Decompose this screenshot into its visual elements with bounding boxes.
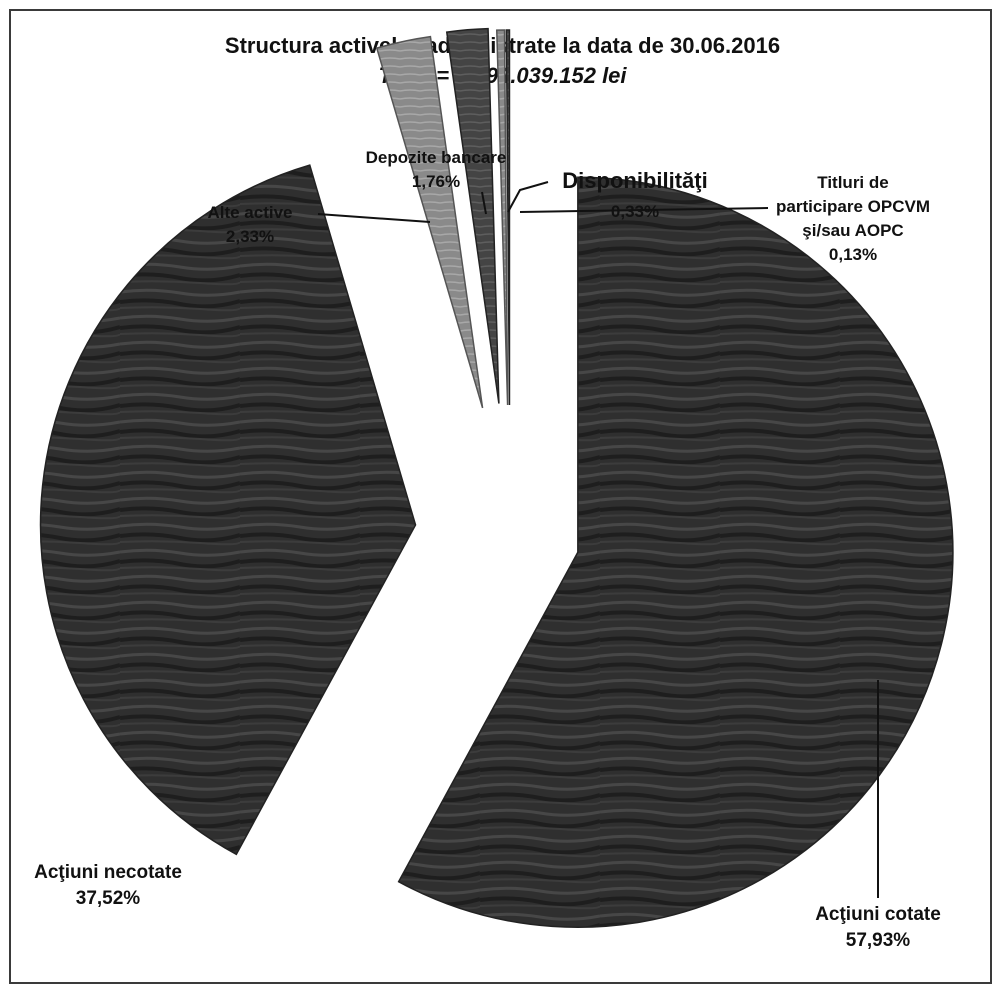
pie-slice-2 — [39, 164, 417, 856]
slice-value-1: 57,93% — [846, 930, 911, 951]
leader-lines — [317, 181, 879, 898]
slice-labels: Acţiuni cotate 57,93% Acţiuni necotate 37,5… — [34, 148, 941, 951]
slice-value-2: 37,52% — [76, 888, 141, 909]
slice-label-5: Disponibilităţi — [562, 168, 707, 193]
slice-label-2: Acţiuni necotate — [34, 862, 182, 883]
slice-value-4: 1,76% — [412, 172, 460, 191]
slice-label-4: Depozite bancare — [366, 148, 507, 167]
leader-line-4 — [507, 181, 549, 213]
slice-label-6-line-3: şi/sau AOPC — [802, 221, 903, 240]
pie-slice-1 — [397, 176, 954, 928]
pie-slices — [39, 27, 954, 928]
slice-value-3: 2,33% — [226, 227, 274, 246]
pie-slice-4 — [445, 27, 500, 404]
slice-label-3: Alte active — [207, 203, 292, 222]
leader-line-3 — [481, 191, 487, 215]
slice-label-6-line-1: Titluri de — [817, 173, 888, 192]
slice-value-6: 0,13% — [829, 245, 877, 264]
pie-slice-5 — [495, 29, 509, 406]
slice-label-6-line-2: participare OPCVM — [776, 197, 930, 216]
pie-slice-6 — [505, 29, 511, 406]
leader-line-2 — [317, 213, 431, 223]
slice-value-5: 0,33% — [611, 202, 659, 221]
slice-label-1: Acţiuni cotate — [815, 904, 941, 925]
leader-line-5 — [519, 207, 769, 213]
